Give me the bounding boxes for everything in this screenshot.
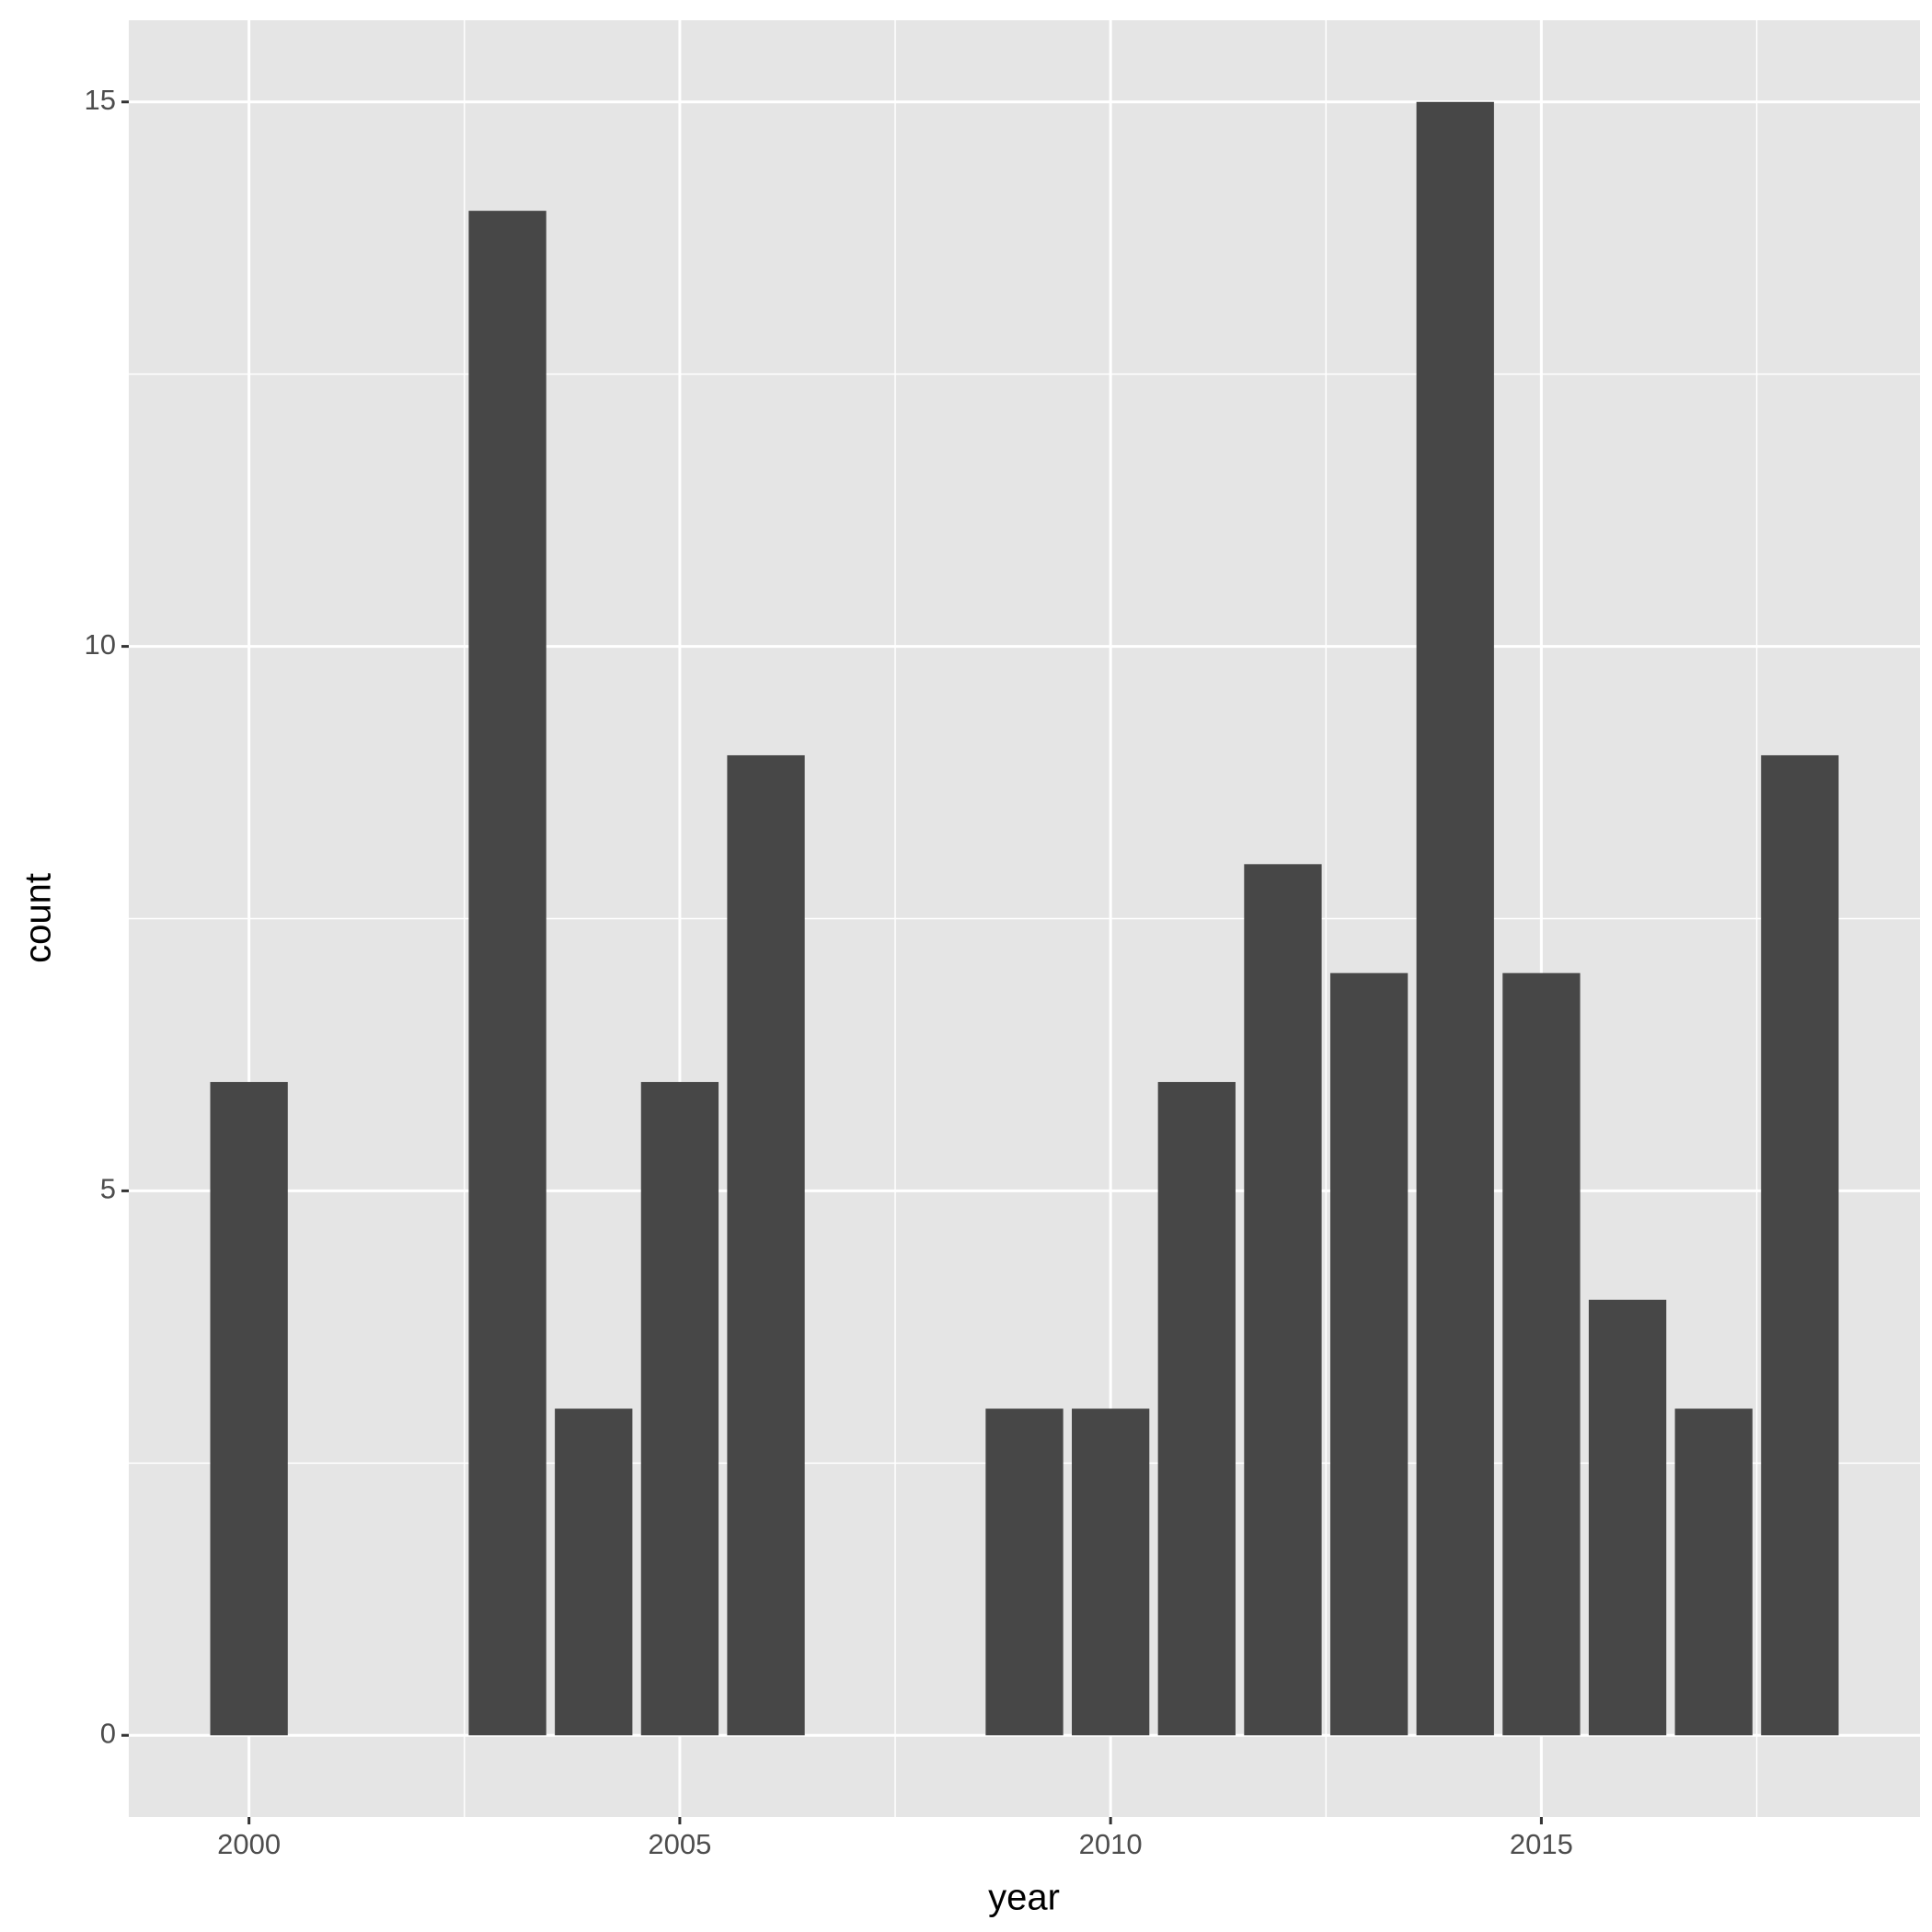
y-tick-label: 0 — [100, 1717, 116, 1749]
bar — [1329, 972, 1409, 1736]
bar — [1157, 1082, 1236, 1736]
x-tick-label: 2010 — [1079, 1828, 1143, 1860]
bar — [1588, 1299, 1667, 1736]
bar — [1674, 1409, 1753, 1736]
bar — [1416, 101, 1494, 1736]
bar — [210, 1082, 288, 1736]
bar — [468, 211, 546, 1736]
x-tick-label: 2005 — [648, 1828, 711, 1860]
y-tick-label: 10 — [85, 628, 116, 661]
bar — [640, 1082, 719, 1736]
x-tick-label: 2015 — [1510, 1828, 1573, 1860]
bar — [1502, 972, 1581, 1736]
bar — [985, 1409, 1064, 1736]
x-tick-label: 2000 — [217, 1828, 281, 1860]
bar — [727, 754, 805, 1736]
y-axis-title: count — [18, 873, 59, 963]
bar — [555, 1409, 633, 1736]
bar — [1244, 864, 1322, 1736]
y-tick-label: 5 — [100, 1173, 116, 1205]
x-axis-title: year — [988, 1878, 1060, 1918]
bar — [1761, 754, 1839, 1736]
y-tick-label: 15 — [85, 84, 116, 116]
bar — [1072, 1409, 1150, 1736]
